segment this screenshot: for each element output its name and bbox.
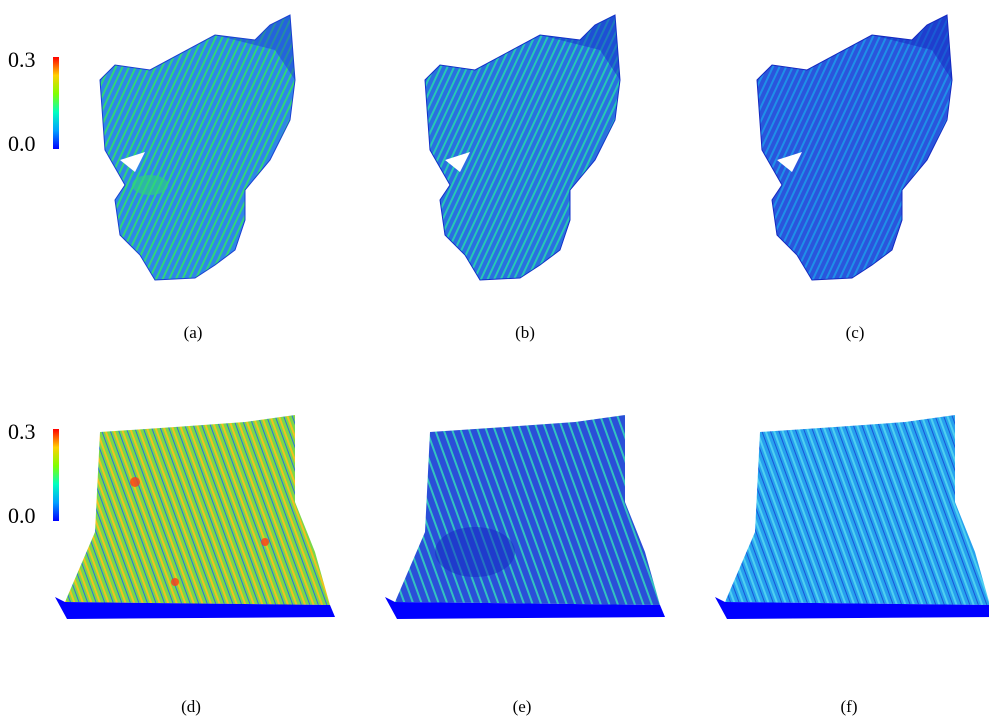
panel-d-terrain-error-map xyxy=(55,412,345,622)
colorbar-top-min-label: 0.0 xyxy=(8,131,36,156)
terrain-mesh-e xyxy=(385,415,665,619)
cat-mesh-a xyxy=(99,14,296,281)
caption-e: (e) xyxy=(512,697,532,716)
terrain-mesh-d xyxy=(55,415,335,619)
panel-e-terrain-error-map xyxy=(385,412,675,622)
panel-c-cat-error-map xyxy=(752,10,962,290)
caption-d: (d) xyxy=(181,697,201,716)
terrain-mesh-f xyxy=(715,415,989,619)
colorbar-bottom-max-label: 0.3 xyxy=(8,419,36,444)
colorbar-top-max-label: 0.3 xyxy=(8,47,36,72)
colorbar-bottom xyxy=(53,429,59,521)
caption-a: (a) xyxy=(183,323,203,342)
colorbar-top xyxy=(53,57,59,149)
cat-mesh-c xyxy=(756,14,953,281)
cat-mesh-b xyxy=(424,14,621,281)
colorbar-bottom-min-label: 0.0 xyxy=(8,503,36,528)
panel-b-cat-error-map xyxy=(420,10,630,290)
caption-b: (b) xyxy=(515,323,535,342)
panel-a-cat-error-map xyxy=(95,10,305,290)
caption-c: (c) xyxy=(845,323,865,342)
caption-f: (f) xyxy=(840,697,858,716)
panel-f-terrain-error-map xyxy=(715,412,989,622)
